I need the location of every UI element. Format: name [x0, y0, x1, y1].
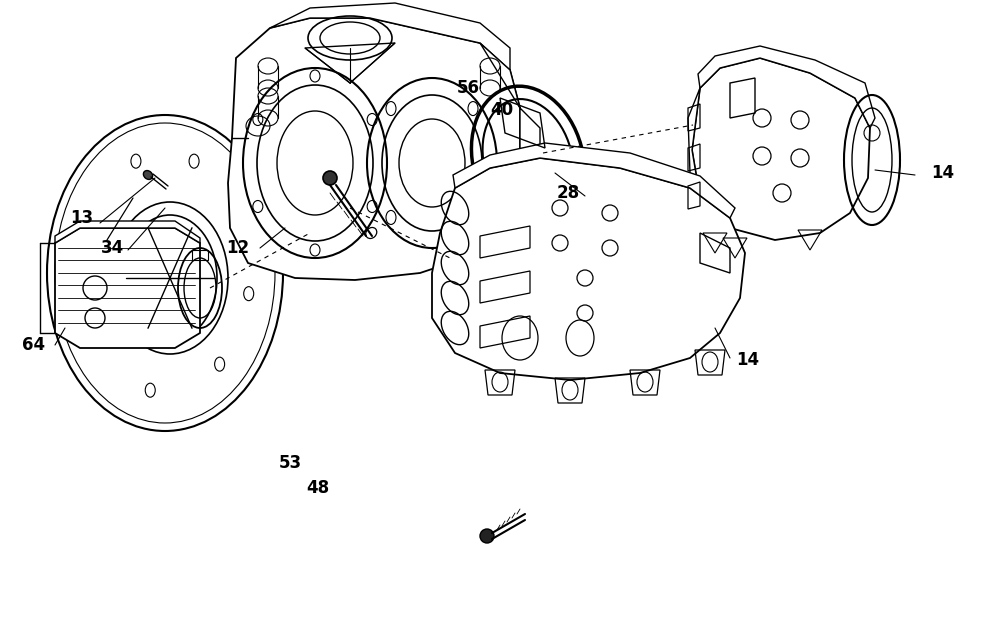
Text: 12: 12: [226, 239, 250, 257]
Text: 28: 28: [556, 184, 580, 202]
Polygon shape: [55, 228, 200, 348]
Polygon shape: [692, 58, 870, 240]
Polygon shape: [453, 143, 735, 218]
Ellipse shape: [323, 171, 337, 185]
Text: 34: 34: [100, 239, 124, 257]
Polygon shape: [432, 158, 745, 380]
Ellipse shape: [154, 262, 186, 294]
Ellipse shape: [143, 171, 153, 180]
Text: 40: 40: [490, 101, 514, 119]
Polygon shape: [698, 46, 875, 128]
Text: 14: 14: [736, 351, 760, 369]
Polygon shape: [228, 18, 520, 280]
Text: 48: 48: [306, 479, 330, 497]
Polygon shape: [55, 221, 200, 243]
Polygon shape: [688, 88, 700, 208]
Circle shape: [154, 262, 186, 294]
Polygon shape: [480, 43, 540, 158]
Text: 13: 13: [70, 209, 94, 227]
Polygon shape: [270, 3, 510, 70]
Ellipse shape: [480, 529, 494, 543]
Text: 56: 56: [456, 79, 480, 97]
Text: 64: 64: [22, 336, 46, 354]
Text: 53: 53: [278, 454, 302, 472]
Text: 14: 14: [931, 164, 955, 182]
